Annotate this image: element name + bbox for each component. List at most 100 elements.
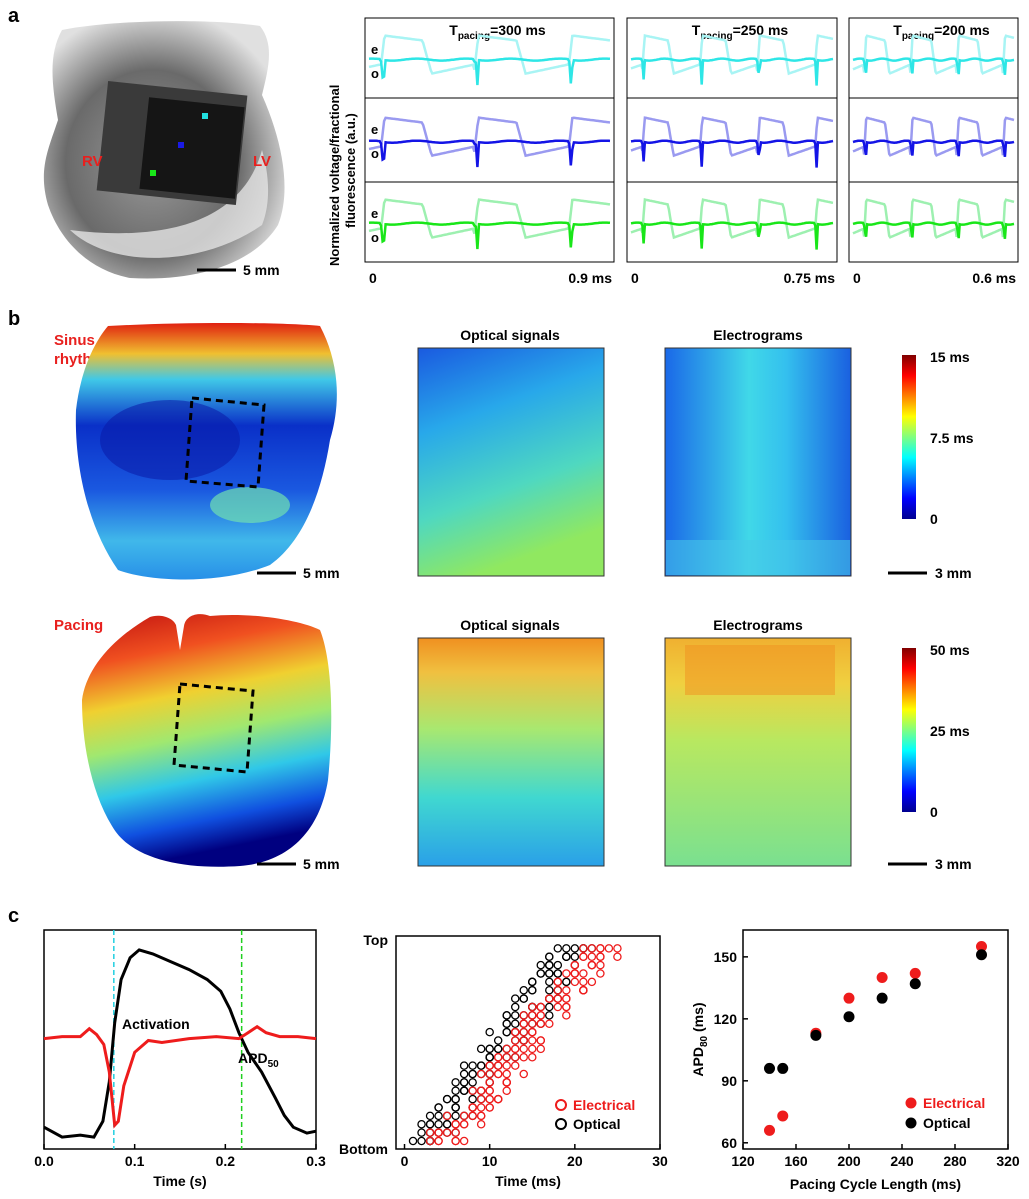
c2-y-bottom-label: Bottom bbox=[339, 1141, 388, 1157]
c2-electrical-marker bbox=[587, 952, 597, 962]
c2-electrical-marker bbox=[519, 1044, 528, 1054]
sinus-map-scale-label: 3 mm bbox=[935, 565, 972, 581]
c3-y-tick-label: 150 bbox=[714, 949, 738, 965]
trace-electrical-light bbox=[852, 116, 1015, 158]
c2-electrical-marker bbox=[485, 1086, 494, 1096]
c1-optical-line bbox=[43, 948, 317, 1139]
c2-optical-marker bbox=[510, 1011, 520, 1020]
c1-x-tick-label: 0.0 bbox=[34, 1153, 54, 1169]
c2-electrical-marker bbox=[553, 994, 563, 1003]
sinus-activation-heart bbox=[75, 323, 337, 580]
trace-column-frame-0 bbox=[364, 17, 615, 263]
chart-action-potential: 0.0 0.1 0.2 0.3 Time (s) Activation APD50 bbox=[34, 929, 326, 1189]
c2-optical-marker bbox=[562, 952, 571, 962]
trace-optical-dark bbox=[852, 57, 1015, 75]
c1-activation-label: Activation bbox=[122, 1016, 190, 1032]
c3-x-tick-label: 160 bbox=[784, 1153, 808, 1169]
c2-optical-marker bbox=[485, 1044, 494, 1054]
c2-electrical-marker bbox=[519, 1011, 528, 1020]
c3-legend-label: Optical bbox=[923, 1115, 970, 1131]
c2-electrical-marker bbox=[476, 1094, 486, 1104]
c2-electrical-marker bbox=[425, 1136, 435, 1146]
sinus-electrogram-map bbox=[664, 347, 852, 577]
c2-electrical-marker bbox=[425, 1128, 435, 1137]
c2-optical-marker bbox=[553, 944, 563, 953]
pacing-electrogram-title: Electrograms bbox=[713, 617, 803, 633]
sinus-electrogram-title: Electrograms bbox=[713, 327, 803, 343]
trace-x-end: 0.6 ms bbox=[972, 270, 1016, 286]
c2-optical-marker bbox=[451, 1094, 460, 1104]
c2-electrical-marker bbox=[519, 1053, 528, 1062]
c2-electrical-marker bbox=[442, 1128, 452, 1137]
sinus-optical-map bbox=[417, 347, 605, 577]
c2-electrical-marker bbox=[596, 952, 605, 962]
sinus-electrogram-bottom bbox=[666, 540, 850, 575]
trace-x-start: 0 bbox=[631, 270, 639, 286]
c2-optical-marker bbox=[451, 1086, 460, 1096]
c2-y-top-label: Top bbox=[363, 932, 388, 948]
trace-optical-dark bbox=[630, 57, 834, 86]
c2-electrical-marker bbox=[502, 1078, 511, 1087]
c2-electrical-marker bbox=[579, 986, 588, 995]
pixel-marker-cyan bbox=[202, 113, 208, 119]
c2-electrical-marker bbox=[587, 977, 597, 987]
pacing-heart-scale-label: 5 mm bbox=[303, 856, 340, 872]
pacing-colorbar-min: 0 bbox=[930, 804, 938, 820]
c2-electrical-marker bbox=[562, 1011, 571, 1020]
c2-electrical-marker bbox=[587, 944, 597, 953]
c2-legend-label: Optical bbox=[573, 1116, 620, 1132]
c2-optical-marker bbox=[553, 960, 563, 970]
c2-electrical-marker bbox=[493, 1094, 503, 1104]
c2-electrical-marker bbox=[519, 1036, 528, 1045]
c3-y-tick-label: 120 bbox=[714, 1011, 738, 1027]
c1-x-tick-label: 0.1 bbox=[125, 1153, 145, 1169]
c2-optical-marker bbox=[502, 1027, 511, 1037]
c2-optical-marker bbox=[545, 1011, 554, 1020]
panel-label-c: c bbox=[8, 905, 19, 927]
c2-optical-marker bbox=[442, 1120, 452, 1129]
pacing-map-scale-label: 3 mm bbox=[935, 856, 972, 872]
c2-electrical-marker bbox=[528, 1011, 537, 1020]
c1-x-axis-label: Time (s) bbox=[153, 1173, 206, 1189]
c2-electrical-marker bbox=[485, 1069, 494, 1079]
pacing-activation-heart bbox=[82, 614, 332, 867]
c2-x-tick-label: 20 bbox=[567, 1153, 583, 1169]
c2-electrical-marker bbox=[468, 1086, 477, 1096]
c3-optical-point bbox=[764, 1062, 775, 1074]
c3-x-tick-label: 200 bbox=[837, 1153, 861, 1169]
c2-optical-marker bbox=[545, 977, 554, 987]
c2-electrical-marker bbox=[476, 1120, 486, 1129]
trace-row-label-o: o bbox=[371, 230, 379, 245]
c2-optical-marker bbox=[459, 1061, 469, 1070]
c2-optical-marker bbox=[553, 969, 563, 978]
pacing-optical-title: Optical signals bbox=[460, 617, 560, 633]
c3-y-tick-label: 90 bbox=[721, 1073, 737, 1089]
trace-x-end: 0.75 ms bbox=[784, 270, 836, 286]
c3-y-tick-label: 60 bbox=[721, 1135, 737, 1151]
c2-electrical-marker bbox=[451, 1128, 460, 1137]
c2-electrical-marker bbox=[459, 1111, 469, 1121]
pacing-colorbar bbox=[902, 648, 916, 812]
c2-electrical-marker bbox=[519, 1027, 528, 1037]
c2-optical-marker bbox=[476, 1061, 486, 1070]
c2-electrical-marker bbox=[502, 1044, 511, 1054]
c2-optical-marker bbox=[434, 1120, 443, 1129]
c2-x-tick-label: 0 bbox=[401, 1153, 409, 1169]
trace-electrical-light bbox=[852, 34, 1015, 75]
c2-electrical-marker bbox=[570, 977, 580, 987]
c2-electrical-marker bbox=[510, 1036, 520, 1045]
c2-electrical-marker bbox=[459, 1136, 469, 1146]
c2-optical-marker bbox=[562, 944, 571, 953]
c2-electrical-marker bbox=[604, 944, 614, 953]
c2-legend-marker bbox=[555, 1099, 567, 1111]
c2-electrical-marker bbox=[536, 1019, 546, 1029]
c2-electrical-marker bbox=[536, 1011, 546, 1020]
c3-x-tick-label: 240 bbox=[890, 1153, 914, 1169]
photo-scale-label: 5 mm bbox=[243, 262, 280, 278]
c3-legend-label: Electrical bbox=[923, 1095, 985, 1111]
c2-optical-marker bbox=[451, 1103, 460, 1112]
trace-row-label-e: e bbox=[371, 206, 378, 221]
c2-electrical-marker bbox=[442, 1111, 452, 1121]
trace-optical-dark bbox=[368, 221, 611, 250]
pacing-array-outline bbox=[172, 682, 255, 774]
